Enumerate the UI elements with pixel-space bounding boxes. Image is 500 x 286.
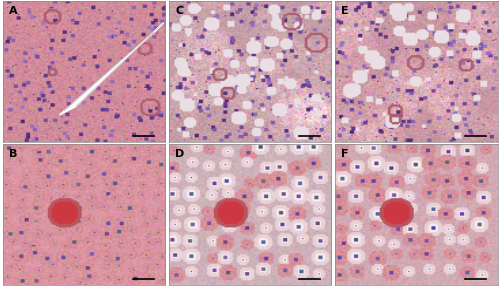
Text: F: F [341, 149, 348, 159]
Polygon shape [64, 23, 164, 111]
Text: C: C [175, 6, 183, 16]
Text: B: B [9, 149, 18, 159]
Text: D: D [175, 149, 184, 159]
Text: E: E [341, 6, 349, 16]
Polygon shape [60, 107, 76, 115]
Text: A: A [9, 6, 18, 16]
